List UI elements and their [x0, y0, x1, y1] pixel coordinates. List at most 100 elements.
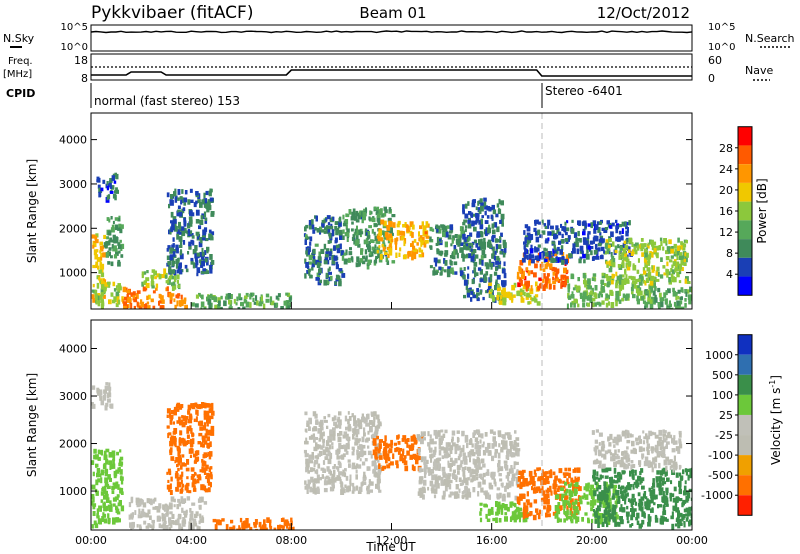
echo-cell-2 — [105, 183, 108, 189]
echo-cell-11 — [606, 488, 610, 493]
echo-cell-4 — [178, 300, 183, 305]
echo-cell-11 — [636, 512, 640, 519]
echo-cell-7 — [446, 479, 451, 485]
echo-cell-5 — [363, 471, 366, 477]
echo-cell-14 — [557, 268, 560, 274]
echo-cell-3 — [204, 411, 207, 416]
echo-cell-5 — [338, 411, 342, 416]
echo-cell-11 — [592, 469, 596, 476]
echo-cell-17 — [678, 263, 683, 270]
echo-cell-2 — [183, 510, 187, 516]
echo-cell-15 — [539, 254, 542, 259]
echo-cell-17 — [610, 259, 613, 265]
echo-cell-3 — [179, 421, 182, 426]
echo-cell-17 — [665, 256, 670, 261]
echo-cell-7 — [230, 294, 233, 300]
echo-cell-11 — [643, 491, 647, 495]
echo-cell-5 — [304, 428, 307, 432]
echo-cell-17 — [632, 264, 637, 271]
echo-cell-4 — [172, 293, 175, 297]
echo-cell-16 — [570, 294, 575, 299]
echo-cell-7 — [459, 482, 463, 486]
echo-cell-5 — [318, 437, 322, 442]
echo-cell-8 — [328, 251, 332, 257]
echo-cell-7 — [454, 474, 457, 480]
echo-cell-15 — [577, 220, 581, 226]
echo-cell-8 — [305, 262, 309, 268]
echo-cell-10 — [587, 517, 590, 523]
echo-cell-17 — [676, 261, 680, 267]
echo-cell-6 — [210, 188, 213, 193]
echo-cell-9 — [564, 495, 569, 500]
echo-cell-8 — [317, 281, 322, 286]
echo-cell-3 — [174, 437, 177, 443]
echo-cell-6 — [189, 188, 193, 193]
echo-cell-0 — [115, 518, 119, 523]
echo-cell-15 — [544, 239, 549, 244]
echo-cell-3 — [184, 418, 188, 425]
echo-cell-11 — [685, 507, 689, 511]
echo-cell-11 — [674, 523, 678, 527]
echo-cell-2 — [158, 503, 161, 510]
echo-cell-8 — [330, 225, 334, 230]
echo-cell-0 — [113, 483, 117, 489]
echo-cell-17 — [620, 279, 624, 285]
echo-cell-11 — [623, 489, 627, 494]
echo-cell-11 — [602, 513, 606, 518]
echo-cell-11 — [629, 470, 632, 477]
echo-cell-10 — [405, 224, 409, 228]
echo-cell-5 — [355, 469, 358, 474]
echo-cell-7 — [223, 300, 227, 307]
echo-cell-9 — [577, 503, 580, 508]
echo-cell-8 — [339, 216, 342, 223]
echo-cell-12 — [472, 249, 477, 254]
echo-cell-3 — [178, 448, 181, 454]
echo-cell-7 — [477, 462, 481, 468]
echo-cell-12 — [673, 435, 676, 440]
echo-cell-7 — [436, 480, 439, 486]
echo-cell-2 — [178, 501, 182, 507]
echo-cell-12 — [625, 452, 629, 458]
echo-cell-15 — [588, 247, 592, 252]
echo-cell-6 — [199, 202, 203, 208]
echo-cell-10 — [416, 242, 419, 246]
echo-cell-0 — [97, 265, 100, 270]
echo-cell-2 — [184, 513, 188, 518]
echo-cell-4 — [262, 524, 267, 530]
echo-cell-5 — [347, 459, 351, 463]
echo-cell-5 — [307, 479, 311, 485]
echo-cell-12 — [486, 215, 490, 219]
echo-cell-13 — [496, 294, 500, 301]
echo-cell-9 — [356, 225, 358, 231]
echo-cell-10 — [379, 253, 383, 260]
echo-cell-10 — [590, 507, 593, 512]
echo-cell-3 — [171, 457, 175, 461]
echo-cell-11 — [662, 467, 667, 472]
echo-cell-13 — [531, 297, 535, 302]
echo-cell-5 — [332, 435, 336, 441]
echo-cell-15 — [622, 242, 626, 248]
echo-cell-8 — [487, 508, 492, 515]
echo-cell-11 — [617, 484, 621, 490]
echo-cell-12 — [497, 260, 502, 265]
echo-cell-11 — [688, 488, 692, 493]
echo-cell-12 — [477, 200, 480, 206]
echo-cell-11 — [647, 503, 651, 508]
echo-cell-6 — [194, 256, 198, 262]
echo-cell-16 — [592, 273, 597, 277]
echo-cell-8 — [328, 271, 332, 275]
echo-cell-11 — [451, 238, 454, 244]
echo-cell-9 — [523, 502, 526, 508]
echo-cell-11 — [677, 512, 681, 519]
echo-cell-2 — [115, 189, 119, 194]
echo-cell-6 — [402, 448, 405, 454]
echo-cell-3 — [114, 236, 118, 240]
echo-cell-7 — [441, 466, 446, 472]
echo-cell-17 — [668, 277, 671, 283]
echo-cell-12 — [490, 265, 493, 270]
echo-cell-7 — [482, 479, 486, 485]
echo-cell-4 — [221, 518, 225, 522]
echo-cell-12 — [462, 255, 465, 262]
echo-cell-16 — [621, 297, 624, 302]
echo-cell-17 — [682, 247, 686, 251]
